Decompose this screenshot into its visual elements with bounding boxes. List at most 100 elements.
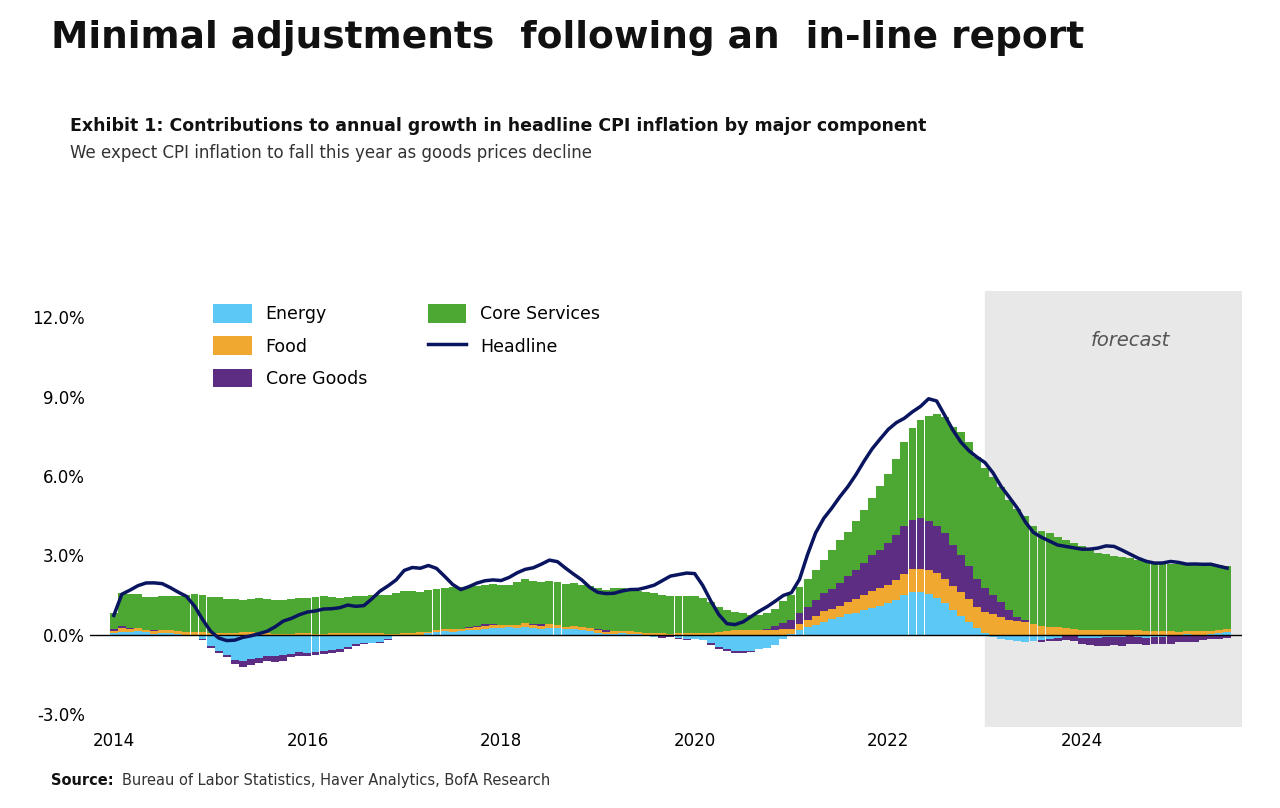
Bar [1175,632,1183,634]
Bar [159,633,166,634]
Bar [941,603,948,634]
Bar [868,608,876,634]
Bar [852,570,860,600]
Bar [997,617,1005,634]
Bar [570,629,577,634]
Bar [311,652,320,655]
Bar [125,628,134,629]
Bar [198,638,206,640]
Bar [1175,564,1183,632]
Bar [682,638,690,640]
Bar [957,617,965,634]
Bar [1053,537,1061,627]
Bar [828,549,836,589]
Bar [602,591,609,630]
Bar [159,630,166,633]
Bar [352,645,360,646]
Bar [239,661,247,667]
Bar [1062,541,1070,629]
Bar [675,638,682,639]
Bar [481,626,489,629]
Bar [183,595,191,632]
Bar [989,614,997,634]
Bar [296,598,303,633]
Bar [626,590,634,631]
Bar [401,633,408,634]
Bar [980,468,989,588]
Bar [691,596,699,633]
Bar [1053,627,1061,634]
Bar [707,633,714,634]
Bar [1014,621,1021,634]
Bar [191,594,198,632]
Bar [594,587,602,629]
Bar [731,650,739,653]
Bar [933,598,941,634]
Bar [1166,564,1175,632]
Bar [1126,630,1134,634]
Bar [1005,499,1014,610]
Bar [980,633,989,634]
Bar [198,633,206,634]
Bar [264,656,271,661]
Bar [1078,546,1085,629]
Bar [191,632,198,634]
Bar [948,427,956,545]
Bar [973,607,980,629]
Bar [650,633,658,634]
Text: We expect CPI inflation to fall this year as goods prices decline: We expect CPI inflation to fall this yea… [70,144,593,162]
Bar [819,612,828,622]
Bar [360,595,367,633]
Bar [118,626,125,628]
Bar [433,630,440,632]
Bar [772,608,780,626]
Bar [1102,554,1110,630]
Bar [650,637,658,638]
Bar [594,629,602,630]
Bar [553,583,562,625]
Bar [296,634,303,652]
Bar [223,599,230,633]
Bar [311,597,320,633]
Bar [577,585,586,627]
Bar [611,633,618,634]
Bar [739,629,748,634]
Bar [924,416,933,521]
Bar [384,633,392,634]
Bar [1207,634,1215,639]
Bar [1070,634,1078,637]
Bar [924,521,933,570]
Bar [239,633,247,634]
Bar [1126,637,1134,645]
Bar [667,633,675,634]
Bar [1014,634,1021,642]
Bar [328,634,335,650]
Bar [215,633,223,634]
Bar [804,627,812,634]
Bar [506,628,513,634]
Bar [174,633,182,634]
Bar [844,532,852,576]
Bar [682,633,690,634]
Bar [384,634,392,639]
Bar [440,587,448,629]
Bar [586,587,594,629]
Bar [1119,557,1126,630]
Bar [538,624,545,625]
Bar [303,653,311,656]
Bar [255,633,262,634]
Bar [497,628,506,634]
Bar [900,526,909,574]
Bar [731,634,739,650]
Bar [303,598,311,633]
Bar [530,628,538,634]
Bar [198,634,206,638]
Bar [611,588,618,630]
Bar [682,634,690,638]
Bar [1166,637,1175,644]
Bar [191,634,198,636]
Bar [577,630,586,634]
Bar [440,629,448,631]
Bar [206,634,215,646]
Bar [425,590,433,632]
